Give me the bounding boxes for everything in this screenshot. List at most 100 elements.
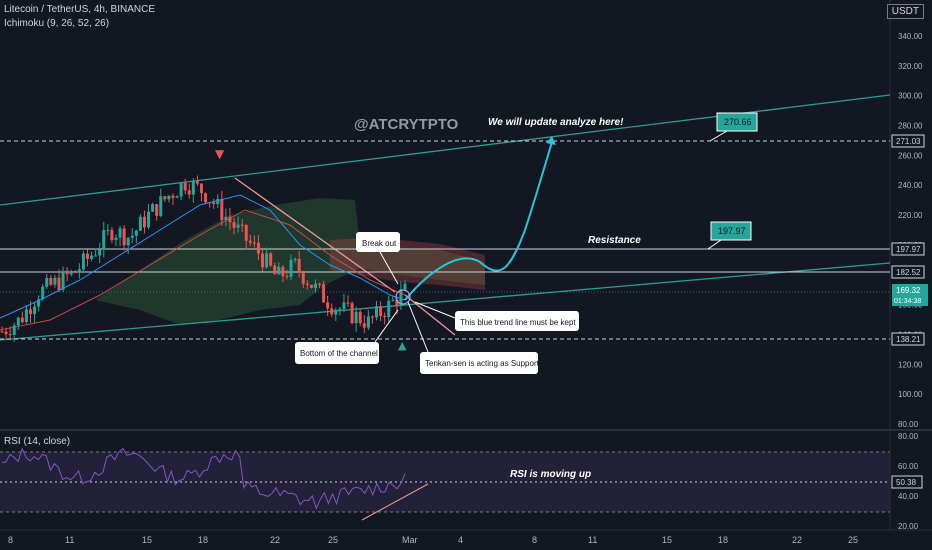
tenkan-text: Tenkan-sen is acting as Support [425, 359, 540, 368]
candle-body [81, 253, 85, 270]
update-note: We will update analyze here! [488, 117, 624, 128]
level-182-text: 182.52 [896, 268, 921, 277]
candle-body [387, 300, 391, 318]
candle-body [256, 242, 260, 254]
candle-body [350, 303, 354, 324]
candle-body [159, 196, 163, 216]
candle-body [53, 277, 57, 285]
time-tick-label: 18 [198, 535, 208, 545]
time-tick-label: 18 [718, 535, 728, 545]
time-tick-label: 11 [588, 535, 597, 545]
candle-body [151, 204, 155, 212]
candle-body [232, 222, 236, 228]
current-price-label: 169.32 01:34:38 [892, 284, 928, 306]
candle-body [265, 253, 269, 268]
breakout-circle [395, 289, 411, 305]
candle-body [126, 237, 130, 246]
price-tick-label: 220.00 [898, 211, 923, 220]
rsi-current-label: 50.38 [891, 475, 923, 489]
candle-body [403, 283, 407, 290]
candle-body [61, 270, 65, 290]
price-tick-label: 100.00 [898, 390, 923, 399]
candle-body [45, 277, 49, 287]
candle-body [358, 311, 362, 324]
candle-body [301, 272, 305, 284]
level-label-138: 138.21 [891, 332, 925, 346]
candle-body [322, 284, 326, 303]
candle-body [220, 198, 224, 221]
price-tick-label: 320.00 [898, 62, 923, 71]
down-arrow-icon: ▼ [215, 147, 225, 161]
candle-body [163, 196, 167, 200]
candle-body [33, 306, 37, 315]
candle-body [8, 334, 12, 336]
rsi-line [1, 447, 406, 510]
candle-body [269, 253, 273, 266]
level-label-197: 197.97 [891, 242, 925, 256]
price-axis[interactable]: 340.00 320.00 300.00 280.00 260.00 240.00 220.… [898, 32, 923, 429]
rsi-trend-line [361, 483, 429, 521]
candle-body [281, 266, 285, 277]
candle-body [240, 224, 244, 226]
candle-body [212, 202, 216, 205]
rsi-panel [0, 432, 890, 530]
candle-body [204, 193, 208, 203]
ichimoku-legend: Ichimoku (9, 26, 52, 26) [4, 18, 110, 29]
candles-group [0, 175, 407, 342]
rsi-axis[interactable]: 80.00 60.00 40.00 20.00 [898, 432, 919, 531]
rsi-note: RSI is moving up [510, 469, 591, 480]
candle-body [399, 289, 403, 306]
candle-body [65, 270, 69, 275]
candle-body [236, 224, 240, 228]
candle-body [313, 283, 317, 288]
candle-body [41, 286, 45, 300]
candle-body [395, 299, 399, 306]
price-tick-label: 120.00 [898, 360, 923, 369]
candle-body [85, 253, 89, 259]
candle-body [167, 195, 171, 200]
candle-body [379, 306, 383, 317]
candle-body [375, 306, 379, 318]
resistance-label: Resistance [588, 235, 641, 246]
candle-body [24, 309, 28, 323]
time-tick-label: Mar [402, 535, 418, 545]
projection-curve [404, 141, 553, 301]
rsi-tick-label: 60.00 [898, 462, 919, 471]
candle-body [224, 216, 228, 221]
trend-line-text: This blue trend line must be kept [460, 318, 576, 327]
rsi-current-text: 50.38 [896, 478, 917, 487]
candle-body [199, 183, 203, 194]
rsi-tick-label: 40.00 [898, 492, 919, 501]
time-tick-label: 8 [532, 535, 537, 545]
currency-badge[interactable]: USDT [886, 4, 924, 19]
tenkan-sen-line [0, 194, 406, 319]
candle-body [110, 229, 114, 240]
candle-body [195, 181, 199, 184]
candle-body [155, 204, 159, 216]
candle-body [16, 317, 20, 326]
time-axis[interactable]: 8 11 15 18 22 25 Mar 4 8 11 15 18 22 25 [8, 535, 858, 545]
target-callout-197: 197.97 [707, 221, 752, 250]
time-tick-label: 25 [848, 535, 858, 545]
candle-body [187, 190, 191, 195]
time-tick-label: 15 [142, 535, 152, 545]
candle-body [90, 255, 94, 259]
candle-body [94, 255, 98, 257]
callout-tenkan: Tenkan-sen is acting as Support [407, 301, 540, 374]
candle-body [134, 230, 138, 236]
kijun-sen-line [0, 209, 406, 331]
watermark: @ATCRYTPTO [354, 116, 459, 133]
candle-body [20, 317, 24, 323]
candle-body [57, 277, 61, 290]
candle-body [183, 182, 187, 191]
candle-body [118, 228, 122, 238]
candle-body [114, 237, 118, 240]
break-out-text: Break out [362, 239, 397, 248]
candle-body [305, 283, 309, 285]
time-tick-label: 11 [65, 535, 74, 545]
symbol-title: Litecoin / TetherUS, 4h, BINANCE [4, 4, 155, 15]
up-arrow-icon: ▲ [398, 339, 407, 352]
time-tick-label: 22 [792, 535, 802, 545]
target-callout-270: 270.66 [709, 112, 758, 142]
